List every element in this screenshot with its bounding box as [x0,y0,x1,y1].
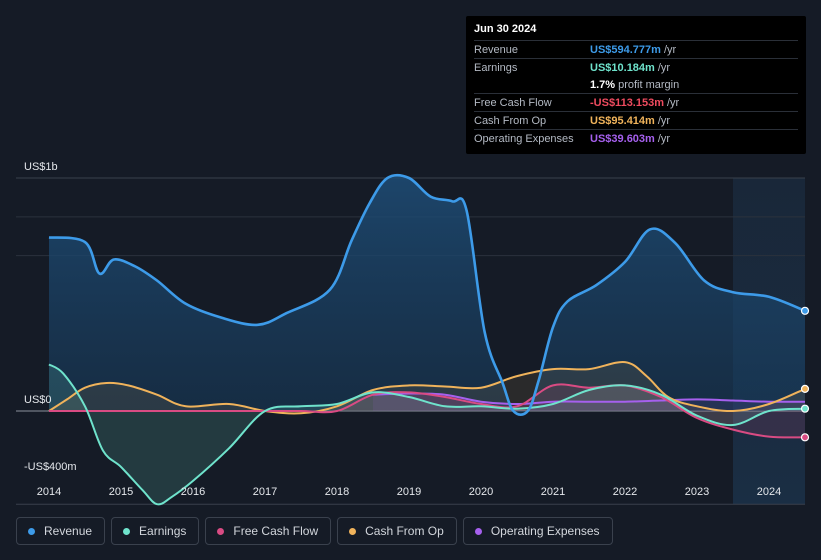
legend-label: Revenue [44,524,93,538]
legend-label: Operating Expenses [490,524,600,538]
legend-item-revenue[interactable]: Revenue [16,517,106,545]
area-earnings [49,364,805,505]
tooltip-label: Operating Expenses [474,132,574,145]
x-axis: 2014 2015 2016 2017 2018 2019 2020 2021 2022 2023… [37,486,781,498]
series-end-dots [800,306,810,442]
legend-item-operating-expenses[interactable]: Operating Expenses [462,517,613,545]
tooltip-unit: /yr [657,61,671,74]
tooltip-value: US$594.777m [590,43,661,56]
x-tick-label: 2021 [541,486,565,498]
legend-dot-icon [217,527,225,535]
end-dot-revenue [800,306,810,315]
tooltip-unit: /yr [663,43,677,56]
tooltip-value: US$10.184m [590,61,655,74]
x-tick-label: 2014 [37,486,61,498]
tooltip-label: Earnings [474,61,518,74]
x-tick-label: 2019 [397,486,421,498]
area-cash-from-op [49,361,805,414]
x-tick-label: 2016 [181,486,205,498]
area-free-cash-flow [49,384,805,438]
tooltip-value: US$39.603m [590,132,655,145]
tooltip-row-margin: 1.7% profit margin [474,76,798,93]
tooltip-value: -US$113.153m [590,96,664,109]
x-tick-label: 2024 [757,486,781,498]
y-tick-label: US$0 [24,394,52,406]
legend-item-earnings[interactable]: Earnings [111,517,200,545]
legend-item-free-cash-flow[interactable]: Free Cash Flow [205,517,332,545]
x-tick-label: 2022 [613,486,637,498]
legend-label: Earnings [139,524,187,538]
line-revenue [48,173,806,417]
legend-dot-icon [474,527,482,535]
end-dot-earnings [800,404,810,413]
y-tick-label: -US$400m [24,461,77,473]
tooltip-unit: profit margin [618,78,680,91]
x-tick-label: 2023 [685,486,709,498]
legend-dot-icon [123,527,131,535]
x-tick-label: 2020 [469,486,493,498]
tooltip-row-earnings: Earnings US$10.184m /yr [474,58,798,76]
end-dot-cash-from-op [800,384,810,393]
line-operating-expenses [372,392,806,405]
line-cash-from-op [48,361,806,415]
legend-dot-icon [349,527,357,535]
tooltip-value: 1.7% [590,78,616,91]
x-tick-label: 2018 [325,486,349,498]
x-tick-label: 2015 [109,486,133,498]
legend-item-cash-from-op[interactable]: Cash From Op [337,517,457,545]
legend-label: Cash From Op [365,524,444,538]
tooltip-unit: /yr [657,132,671,145]
legend-dot-icon [28,527,35,535]
x-tick-label: 2017 [253,486,277,498]
tooltip-row-revenue: Revenue US$594.777m /yr [474,40,798,58]
y-axis: US$1b US$0 -US$400m [24,161,77,473]
legend-label: Free Cash Flow [233,524,319,538]
tooltip-row-fcf: Free Cash Flow -US$113.153m /yr [474,93,798,111]
line-free-cash-flow [48,383,806,439]
line-earnings [48,363,806,506]
tooltip-label: Revenue [474,43,519,56]
financial-chart: US$1b US$0 -US$400m 2014 2015 2016 2017 2018… [16,161,810,506]
tooltip-unit: /yr [657,114,671,127]
series-areas [49,175,805,505]
tooltip-row-cfo: Cash From Op US$95.414m /yr [474,111,798,129]
series-lines [48,173,806,506]
tooltip-label: Cash From Op [474,114,547,127]
tooltip-row-opex: Operating Expenses US$39.603m /yr [474,129,798,147]
tooltip-panel: Jun 30 2024 Revenue US$594.777m /yr Earn… [466,16,806,154]
tooltip-unit: /yr [667,96,680,109]
end-dot-free-cash-flow [800,433,810,442]
tooltip-value: US$95.414m [590,114,655,127]
y-tick-label: US$1b [24,161,58,173]
tooltip-label: Free Cash Flow [474,96,552,109]
area-revenue [49,175,805,415]
chart-legend: Revenue Earnings Free Cash Flow Cash Fro… [16,517,619,545]
tooltip-date: Jun 30 2024 [474,23,537,35]
